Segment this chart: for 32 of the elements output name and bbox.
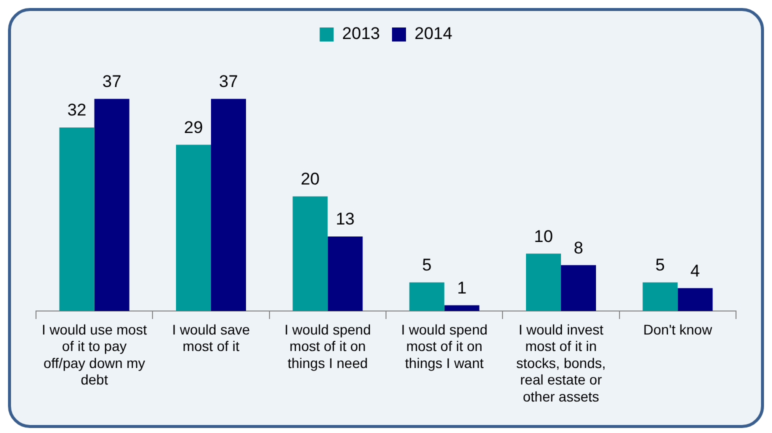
bar	[678, 288, 713, 311]
data-label: 13	[336, 210, 355, 229]
bar	[292, 196, 328, 311]
x-tick-label: I would save most of it	[172, 321, 250, 354]
x-tick-label: I would use most of it to pay off/pay down my debt	[42, 321, 147, 388]
x-tick-label: I would spend most of it on things I want	[401, 321, 488, 371]
bar	[94, 98, 130, 311]
data-label: 29	[184, 118, 203, 137]
bar	[642, 282, 678, 311]
data-label: 4	[690, 261, 700, 280]
x-tick-label: I would invest most of it in stocks, bonds, real estate or other assets	[516, 321, 606, 404]
legend-label: 2013	[342, 24, 380, 44]
data-label: 37	[219, 72, 238, 92]
x-tick-label: I would spend most of it on things I need	[284, 321, 371, 371]
bar	[328, 236, 363, 311]
bar	[211, 98, 246, 311]
bar	[561, 265, 596, 311]
data-label: 8	[574, 238, 584, 258]
data-label: 1	[457, 278, 467, 298]
bar	[59, 128, 94, 311]
data-label: 20	[300, 170, 320, 189]
bar	[176, 144, 211, 311]
x-tick-label: Don't know	[643, 321, 713, 338]
bar	[409, 282, 444, 311]
data-label: 37	[102, 72, 122, 92]
data-label: 5	[655, 256, 665, 275]
data-label: 32	[67, 100, 86, 120]
bar	[444, 305, 480, 311]
data-label: 5	[422, 256, 432, 275]
bar	[526, 254, 561, 311]
legend-label: 2014	[414, 24, 452, 44]
data-label: 10	[534, 226, 553, 246]
